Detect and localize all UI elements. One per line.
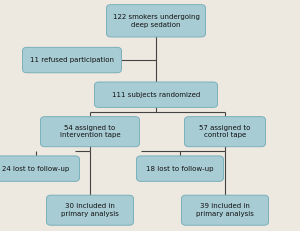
Text: 39 included in
primary analysis: 39 included in primary analysis bbox=[196, 204, 254, 217]
FancyBboxPatch shape bbox=[40, 117, 140, 147]
FancyBboxPatch shape bbox=[22, 47, 122, 73]
Text: 57 assigned to
control tape: 57 assigned to control tape bbox=[199, 125, 251, 138]
Text: 122 smokers undergoing
deep sedation: 122 smokers undergoing deep sedation bbox=[112, 14, 200, 27]
FancyBboxPatch shape bbox=[184, 117, 266, 147]
Text: 54 assigned to
intervention tape: 54 assigned to intervention tape bbox=[60, 125, 120, 138]
Text: 111 subjects randomized: 111 subjects randomized bbox=[112, 92, 200, 98]
Text: 24 lost to follow-up: 24 lost to follow-up bbox=[2, 166, 70, 172]
FancyBboxPatch shape bbox=[46, 195, 134, 225]
Text: 30 included in
primary analysis: 30 included in primary analysis bbox=[61, 204, 119, 217]
FancyBboxPatch shape bbox=[94, 82, 218, 107]
FancyBboxPatch shape bbox=[0, 156, 80, 181]
FancyBboxPatch shape bbox=[182, 195, 268, 225]
Text: 11 refused participation: 11 refused participation bbox=[30, 57, 114, 63]
FancyBboxPatch shape bbox=[136, 156, 224, 181]
Text: 18 lost to follow-up: 18 lost to follow-up bbox=[146, 166, 214, 172]
FancyBboxPatch shape bbox=[106, 5, 206, 37]
